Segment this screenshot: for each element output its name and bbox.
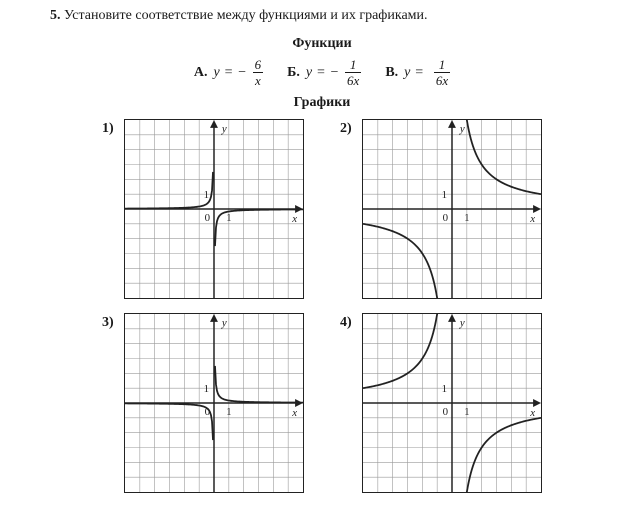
functions-row: А. y = − 6 x Б. y = − 1 6x В. y <box>30 58 614 87</box>
svg-text:1: 1 <box>442 189 447 201</box>
plot-2: 0 1 1 y x <box>362 119 542 299</box>
problem-header: 5. Установите соответствие между функция… <box>30 8 614 24</box>
svg-text:y: y <box>459 317 465 329</box>
plot-3: 011yx <box>124 313 304 493</box>
plot-cell-3: 3) 011yx <box>102 313 304 493</box>
plot-4: 0 1 1 y x <box>362 313 542 493</box>
svg-text:1: 1 <box>204 189 209 201</box>
plot-number-4: 4) <box>340 313 358 331</box>
problem-number: 5. <box>50 8 61 23</box>
plot-number-2: 2) <box>340 119 358 137</box>
svg-text:1: 1 <box>442 383 447 395</box>
svg-text:0: 0 <box>443 212 449 224</box>
function-a: А. y = − 6 x <box>194 58 263 87</box>
svg-text:1: 1 <box>464 406 469 418</box>
plot-cell-2: 2) 0 1 1 y x <box>340 119 542 299</box>
graphs-title: Графики <box>30 95 614 111</box>
plot-number-3: 3) <box>102 313 120 331</box>
svg-text:0: 0 <box>205 212 211 224</box>
svg-text:x: x <box>529 213 535 225</box>
svg-text:0: 0 <box>443 406 449 418</box>
svg-text:1: 1 <box>226 406 231 418</box>
func-letter-b: Б. <box>287 65 300 81</box>
svg-text:1: 1 <box>204 383 209 395</box>
svg-text:y: y <box>221 123 227 135</box>
plots-grid: 1) 0 1 1 y x 2) 0 1 1 y x 3) 0 1 1 y x 4) 0 1 1 y x <box>30 119 614 493</box>
svg-text:y: y <box>459 123 465 135</box>
svg-text:x: x <box>291 213 297 225</box>
func-letter-v: В. <box>385 65 398 81</box>
functions-title: Функции <box>30 36 614 52</box>
svg-text:x: x <box>291 407 297 419</box>
func-letter-a: А. <box>194 65 208 81</box>
svg-text:1: 1 <box>226 212 231 224</box>
function-b: Б. y = − 1 6x <box>287 58 361 87</box>
svg-text:1: 1 <box>464 212 469 224</box>
problem-text: Установите соответствие между функциями … <box>64 8 428 23</box>
function-v: В. y = 1 6x <box>385 58 450 87</box>
plot-1: 0 1 1 y x <box>124 119 304 299</box>
plot-cell-1: 1) 0 1 1 y x <box>102 119 304 299</box>
svg-text:y: y <box>221 317 227 329</box>
plot-cell-4: 4) 0 1 1 y x <box>340 313 542 493</box>
svg-text:x: x <box>529 407 535 419</box>
plot-number-1: 1) <box>102 119 120 137</box>
